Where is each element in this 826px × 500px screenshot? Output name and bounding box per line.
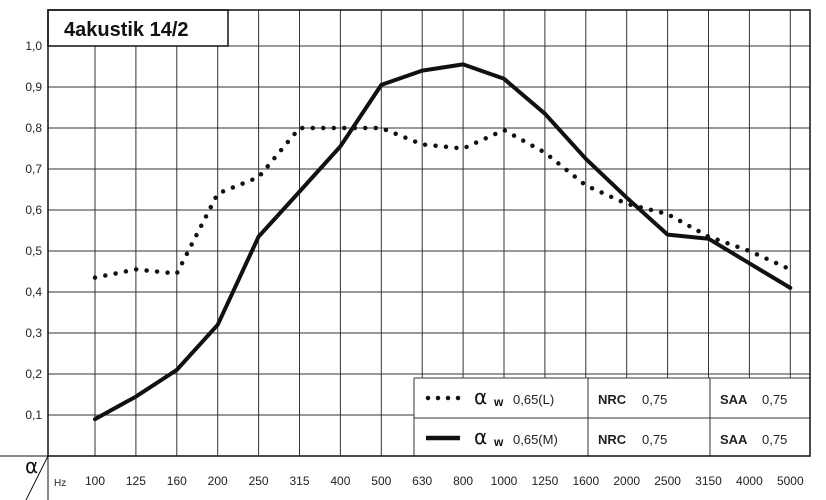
x-tick-label: 125 <box>126 474 146 488</box>
x-tick-label: 500 <box>371 474 391 488</box>
y-tick-labels: 0,1 0,2 0,3 0,4 0,5 0,6 0,7 0,8 0,9 1,0 <box>25 39 42 422</box>
x-tick-label: 200 <box>208 474 228 488</box>
chart-title: 4akustik 14/2 <box>64 19 189 41</box>
y-tick-label: 0,2 <box>25 367 42 381</box>
legend-1-alpha: α <box>474 385 487 409</box>
x-tick-label: 250 <box>249 474 269 488</box>
legend-1-aw-value: 0,65(L) <box>513 392 554 407</box>
legend: α w 0,65(L) NRC 0,75 SAA 0,75 α w 0,65(M… <box>413 377 810 456</box>
x-tick-label: 400 <box>330 474 350 488</box>
series-solid-line <box>93 62 793 422</box>
x-tick-label: 800 <box>453 474 473 488</box>
y-tick-label: 0,5 <box>25 244 42 258</box>
y-tick-label: 0,9 <box>25 80 42 94</box>
legend-1-nrc-value: 0,75 <box>642 392 667 407</box>
y-axis-label: α <box>25 454 38 478</box>
x-tick-label: 2500 <box>654 474 681 488</box>
legend-2-alpha-sub: w <box>493 435 504 449</box>
x-tick-label: 2000 <box>613 474 640 488</box>
legend-1-alpha-sub: w <box>493 395 504 409</box>
legend-2-nrc-label: NRC <box>598 432 627 447</box>
legend-1-saa-label: SAA <box>720 392 748 407</box>
y-tick-label: 0,1 <box>25 408 42 422</box>
legend-2-saa-label: SAA <box>720 432 748 447</box>
legend-background <box>414 378 810 456</box>
legend-1-nrc-label: NRC <box>598 392 627 407</box>
legend-2-aw-value: 0,65(M) <box>513 432 558 447</box>
x-tick-label: 3150 <box>695 474 722 488</box>
legend-2-alpha: α <box>474 425 487 449</box>
y-tick-label: 0,3 <box>25 326 42 340</box>
x-axis-label: Hz <box>54 478 66 489</box>
x-tick-label: 1000 <box>491 474 518 488</box>
title-box <box>47 9 229 47</box>
y-tick-label: 0,6 <box>25 203 42 217</box>
x-tick-label: 5000 <box>777 474 804 488</box>
legend-2-nrc-value: 0,75 <box>642 432 667 447</box>
series-layer <box>92 62 793 422</box>
x-tick-label: 315 <box>289 474 309 488</box>
y-tick-label: 0,4 <box>25 285 42 299</box>
x-tick-label: 4000 <box>736 474 763 488</box>
x-tick-label: 630 <box>412 474 432 488</box>
y-tick-label: 0,8 <box>25 121 42 135</box>
x-tick-labels: 100 125 160 200 250 315 400 500 630 800 1000 1250 16… <box>85 474 804 488</box>
x-tick-label: 1600 <box>572 474 599 488</box>
legend-2-saa-value: 0,75 <box>762 432 787 447</box>
y-tick-label: 1,0 <box>25 39 42 53</box>
x-tick-label: 160 <box>167 474 187 488</box>
legend-1-saa-value: 0,75 <box>762 392 787 407</box>
plot-frame <box>47 9 811 457</box>
corner-diagonal <box>25 455 49 500</box>
x-tick-label: 1250 <box>532 474 559 488</box>
y-tick-label: 0,7 <box>25 162 42 176</box>
series-dotted-line <box>92 125 793 280</box>
x-tick-label: 100 <box>85 474 105 488</box>
